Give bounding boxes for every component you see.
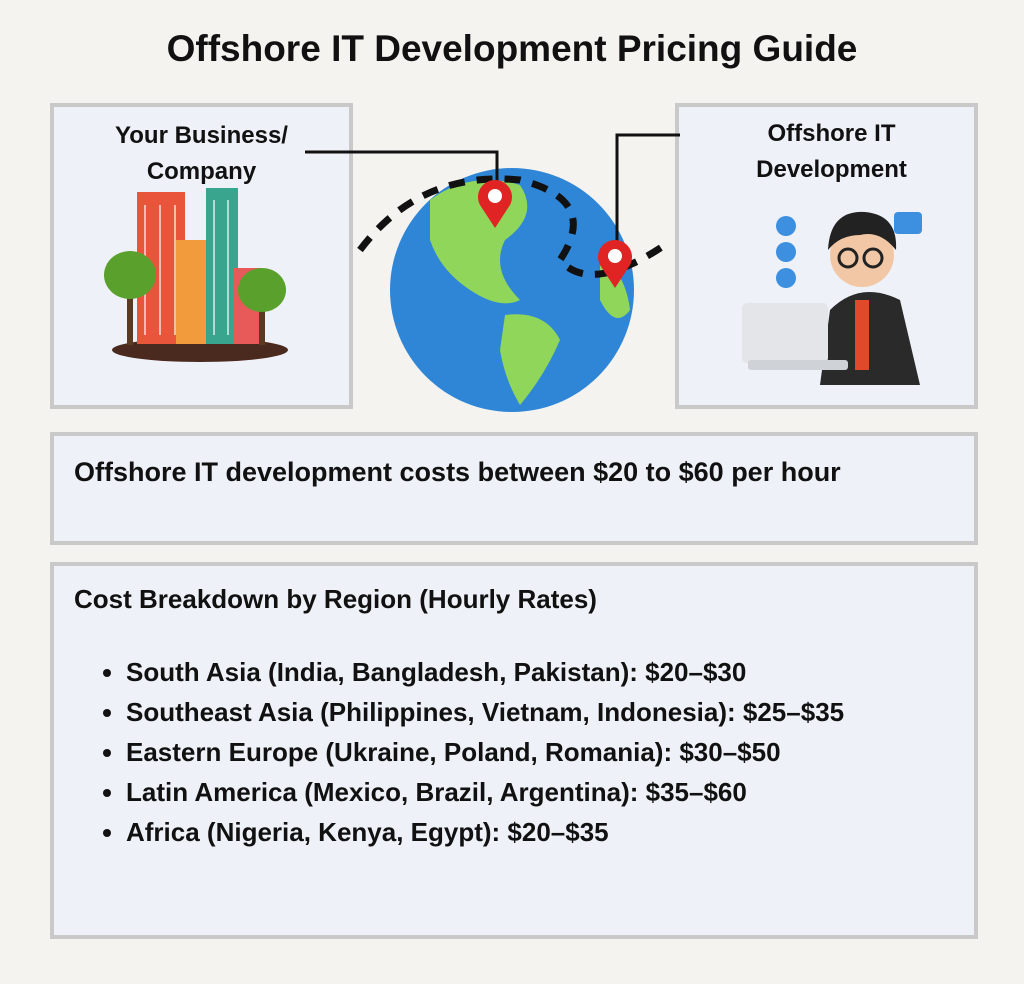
breakdown-box — [50, 562, 978, 939]
region-item: Eastern Europe (Ukraine, Poland, Romania… — [126, 732, 1006, 772]
region-item: Africa (Nigeria, Kenya, Egypt): $20–$35 — [126, 812, 1006, 852]
label-line: Company — [146, 158, 257, 185]
region-item: South Asia (India, Bangladesh, Pakistan)… — [126, 652, 1006, 692]
region-item: Latin America (Mexico, Brazil, Argentina… — [126, 772, 1006, 812]
developer-illustration — [742, 211, 922, 385]
breakdown-heading: Cost Breakdown by Region (Hourly Rates) — [74, 584, 597, 614]
business-label: Your Business/ Company — [60, 118, 343, 190]
label-line: Development — [756, 156, 907, 183]
region-item: Southeast Asia (Philippines, Vietnam, In… — [126, 692, 1006, 732]
offshore-label: Offshore IT Development — [685, 116, 978, 188]
globe-illustration — [305, 133, 680, 412]
page-title: Offshore IT Development Pricing Guide — [166, 28, 858, 69]
region-list: South Asia (India, Bangladesh, Pakistan)… — [74, 652, 1006, 852]
summary-text: Offshore IT development costs between $2… — [74, 457, 841, 487]
summary-box — [50, 432, 978, 545]
label-line: Your Business/ — [115, 122, 288, 149]
buildings-illustration — [104, 188, 288, 362]
label-line: Offshore IT — [767, 120, 896, 147]
